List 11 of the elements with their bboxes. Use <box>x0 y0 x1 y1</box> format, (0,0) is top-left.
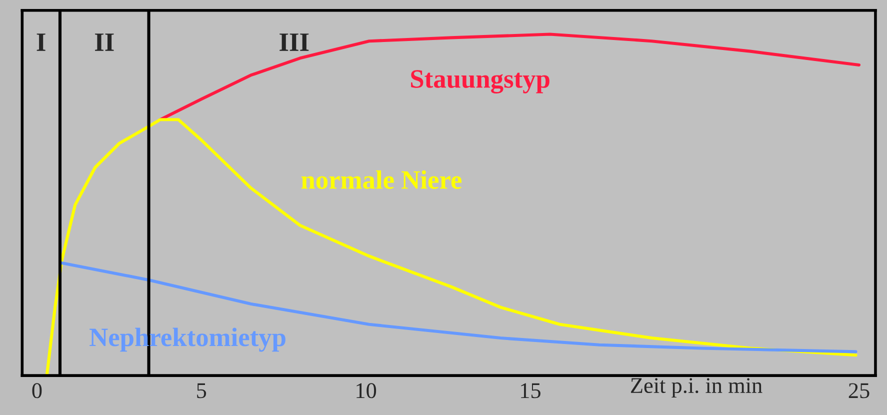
series-label: normale Niere <box>301 170 462 189</box>
x-tick-label: 10 <box>356 383 376 398</box>
series-label: Stauungstyp <box>411 70 550 94</box>
x-tick-label: 0 <box>32 383 42 398</box>
x-tick-label: 5 <box>197 383 206 398</box>
annotation: II <box>95 34 114 51</box>
x-tick-label: 15 <box>521 383 540 398</box>
annotation: III <box>280 34 309 51</box>
annotation: I <box>36 34 46 51</box>
x-tick-label: 25 <box>848 383 870 398</box>
x-axis-title: Zeit p.i. in min <box>630 378 762 398</box>
